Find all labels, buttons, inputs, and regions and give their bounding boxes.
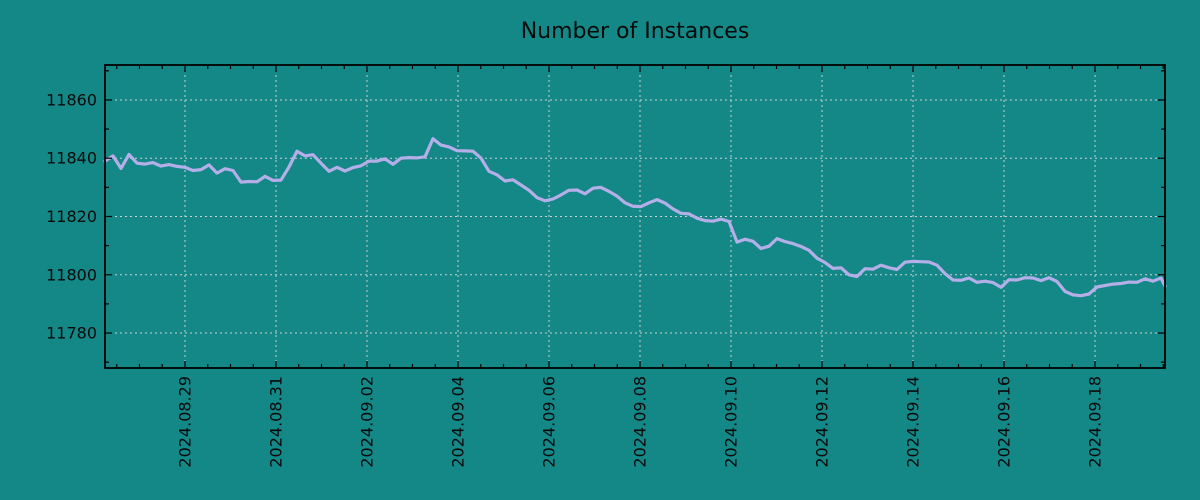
x-tick-label: 2024.09.06 (540, 376, 559, 468)
x-tick-label: 2024.08.29 (175, 376, 194, 468)
x-tick-label: 2024.09.10 (722, 376, 741, 468)
series-layer (103, 137, 1167, 298)
plot-frame (104, 64, 1166, 369)
y-tick-label: 11820 (46, 207, 97, 226)
y-tick-label: 11800 (46, 265, 97, 284)
grid-layer (105, 65, 1165, 368)
x-tick-label: 2024.09.14 (904, 376, 923, 468)
x-tick-label: 2024.09.12 (813, 376, 832, 468)
x-tick-label: 2024.09.04 (448, 376, 467, 468)
y-tick-label: 11860 (46, 90, 97, 109)
label-layer: 11780 11800 11820 11840 11860 2024.08.29 2024.… (46, 90, 1104, 467)
series-line (103, 137, 1167, 298)
y-tick-label: 11840 (46, 149, 97, 168)
chart-title: Number of Instances (521, 19, 750, 44)
x-tick-label: 2024.09.02 (357, 376, 376, 468)
y-tick-label: 11780 (46, 324, 97, 343)
x-tick-label: 2024.08.31 (266, 376, 285, 468)
x-tick-label: 2024.09.18 (1086, 376, 1105, 468)
x-tick-label: 2024.09.16 (995, 376, 1014, 468)
x-tick-label: 2024.09.08 (631, 376, 650, 468)
